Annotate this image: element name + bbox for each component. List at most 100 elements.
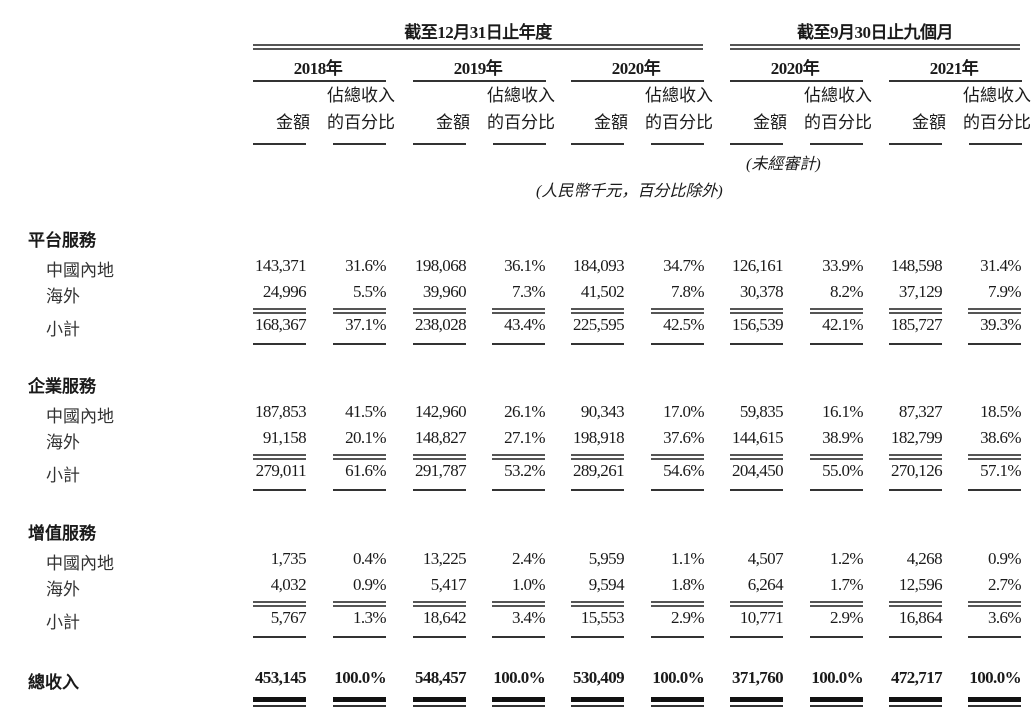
total-double-rule (889, 705, 942, 707)
total-percent-cell: 100.0% (652, 668, 704, 687)
subtotal-rule (492, 308, 545, 314)
total-label: 總收入 (28, 673, 79, 692)
percent-cell: 7.8% (670, 282, 705, 301)
subtotal-underline (968, 636, 1021, 638)
subtotal-underline (413, 636, 466, 638)
table-row: 中國內地 1,735 0.4% 13,225 2.4% 5,959 1.1% 4,507 1.2… (0, 549, 1034, 573)
subtotal-underline (889, 636, 942, 638)
total-double-rule (333, 705, 386, 707)
percent-cell: 53.2% (504, 461, 546, 480)
amount-column-header: 金額 (753, 113, 787, 132)
percent-cell: 42.5% (663, 315, 705, 334)
subtotal-rule (413, 454, 466, 460)
amount-cell: 5,959 (588, 549, 625, 568)
subtotal-row: 小計 168,367 37.1% 238,028 43.4% 225,595 42.5% 15… (0, 315, 1034, 339)
year-rule (730, 80, 863, 82)
amount-cell: 37,129 (898, 282, 943, 301)
percent-cell: 1.1% (670, 549, 705, 568)
percent-cell: 1.2% (829, 549, 864, 568)
column-rule (810, 143, 863, 145)
subtotal-rule (333, 601, 386, 607)
total-double-rule (730, 697, 783, 702)
amount-cell: 291,787 (414, 461, 467, 480)
subtotal-underline (253, 343, 306, 345)
percent-cell: 54.6% (663, 461, 705, 480)
year-header: 2019年 (453, 59, 503, 78)
column-rule (493, 143, 546, 145)
total-amount-cell: 472,717 (890, 668, 943, 687)
row-label: 中國內地 (46, 554, 114, 573)
total-amount-cell: 548,457 (414, 668, 467, 687)
amount-cell: 5,417 (430, 575, 467, 594)
subtotal-underline (730, 343, 783, 345)
percent-cell: 33.9% (822, 256, 864, 275)
total-percent-cell: 100.0% (811, 668, 863, 687)
subtotal-underline (413, 343, 466, 345)
column-rule (333, 143, 386, 145)
percent-cell: 3.4% (511, 608, 546, 627)
subtotal-rule (253, 454, 306, 460)
percent-cell: 2.9% (829, 608, 864, 627)
total-double-rule (889, 697, 942, 702)
amount-cell: 156,539 (731, 315, 784, 334)
subtotal-rule (333, 308, 386, 314)
total-double-rule (492, 705, 545, 707)
total-percent-cell: 100.0% (493, 668, 545, 687)
row-label: 小計 (46, 613, 80, 632)
subtotal-underline (492, 343, 545, 345)
amount-cell: 4,032 (270, 575, 307, 594)
percent-column-header-line1: 佔總收入 (963, 86, 1031, 105)
subtotal-rule (333, 454, 386, 460)
subtotal-rule (810, 454, 863, 460)
subtotal-rule (730, 308, 783, 314)
total-double-rule (651, 705, 704, 707)
percent-column-header-line2: 的百分比 (963, 113, 1031, 132)
amount-cell: 168,367 (254, 315, 307, 334)
amount-cell: 270,126 (890, 461, 943, 480)
subtotal-rule (253, 308, 306, 314)
total-amount-cell: 530,409 (572, 668, 625, 687)
amount-cell: 144,615 (731, 428, 784, 447)
subtotal-rule (571, 601, 624, 607)
year-header: 2021年 (929, 59, 979, 78)
percent-cell: 1.8% (670, 575, 705, 594)
amount-cell: 41,502 (580, 282, 625, 301)
percent-cell: 36.1% (504, 256, 546, 275)
percent-cell: 31.6% (345, 256, 387, 275)
percent-cell: 41.5% (345, 402, 387, 421)
amount-column-header: 金額 (912, 113, 946, 132)
amount-cell: 4,507 (747, 549, 784, 568)
column-rule (889, 143, 942, 145)
subtotal-rule (413, 308, 466, 314)
percent-column-header-line2: 的百分比 (645, 113, 713, 132)
amount-cell: 24,996 (262, 282, 307, 301)
subtotal-rule (571, 454, 624, 460)
subtotal-underline (889, 489, 942, 491)
percent-cell: 8.2% (829, 282, 864, 301)
row-label: 海外 (46, 287, 80, 306)
subtotal-underline (810, 489, 863, 491)
percent-cell: 0.4% (352, 549, 387, 568)
section-title: 企業服務 (28, 377, 96, 396)
row-label: 中國內地 (46, 407, 114, 426)
percent-cell: 39.3% (980, 315, 1022, 334)
percent-cell: 2.4% (511, 549, 546, 568)
table-row: 海外 24,996 5.5% 39,960 7.3% 41,502 7.8% 30,378 8.… (0, 282, 1034, 306)
subtotal-underline (968, 343, 1021, 345)
amount-cell: 185,727 (890, 315, 943, 334)
percent-column-header-line1: 佔總收入 (645, 86, 713, 105)
percent-cell: 17.0% (663, 402, 705, 421)
subtotal-rule (413, 601, 466, 607)
percent-cell: 1.7% (829, 575, 864, 594)
subtotal-underline (492, 489, 545, 491)
total-percent-cell: 100.0% (334, 668, 386, 687)
column-rule (651, 143, 704, 145)
percent-column-header-line2: 的百分比 (487, 113, 555, 132)
amount-cell: 184,093 (572, 256, 625, 275)
column-rule (969, 143, 1022, 145)
subtotal-underline (651, 489, 704, 491)
percent-cell: 16.1% (822, 402, 864, 421)
percent-cell: 38.6% (980, 428, 1022, 447)
percent-cell: 0.9% (987, 549, 1022, 568)
subtotal-rule (889, 454, 942, 460)
